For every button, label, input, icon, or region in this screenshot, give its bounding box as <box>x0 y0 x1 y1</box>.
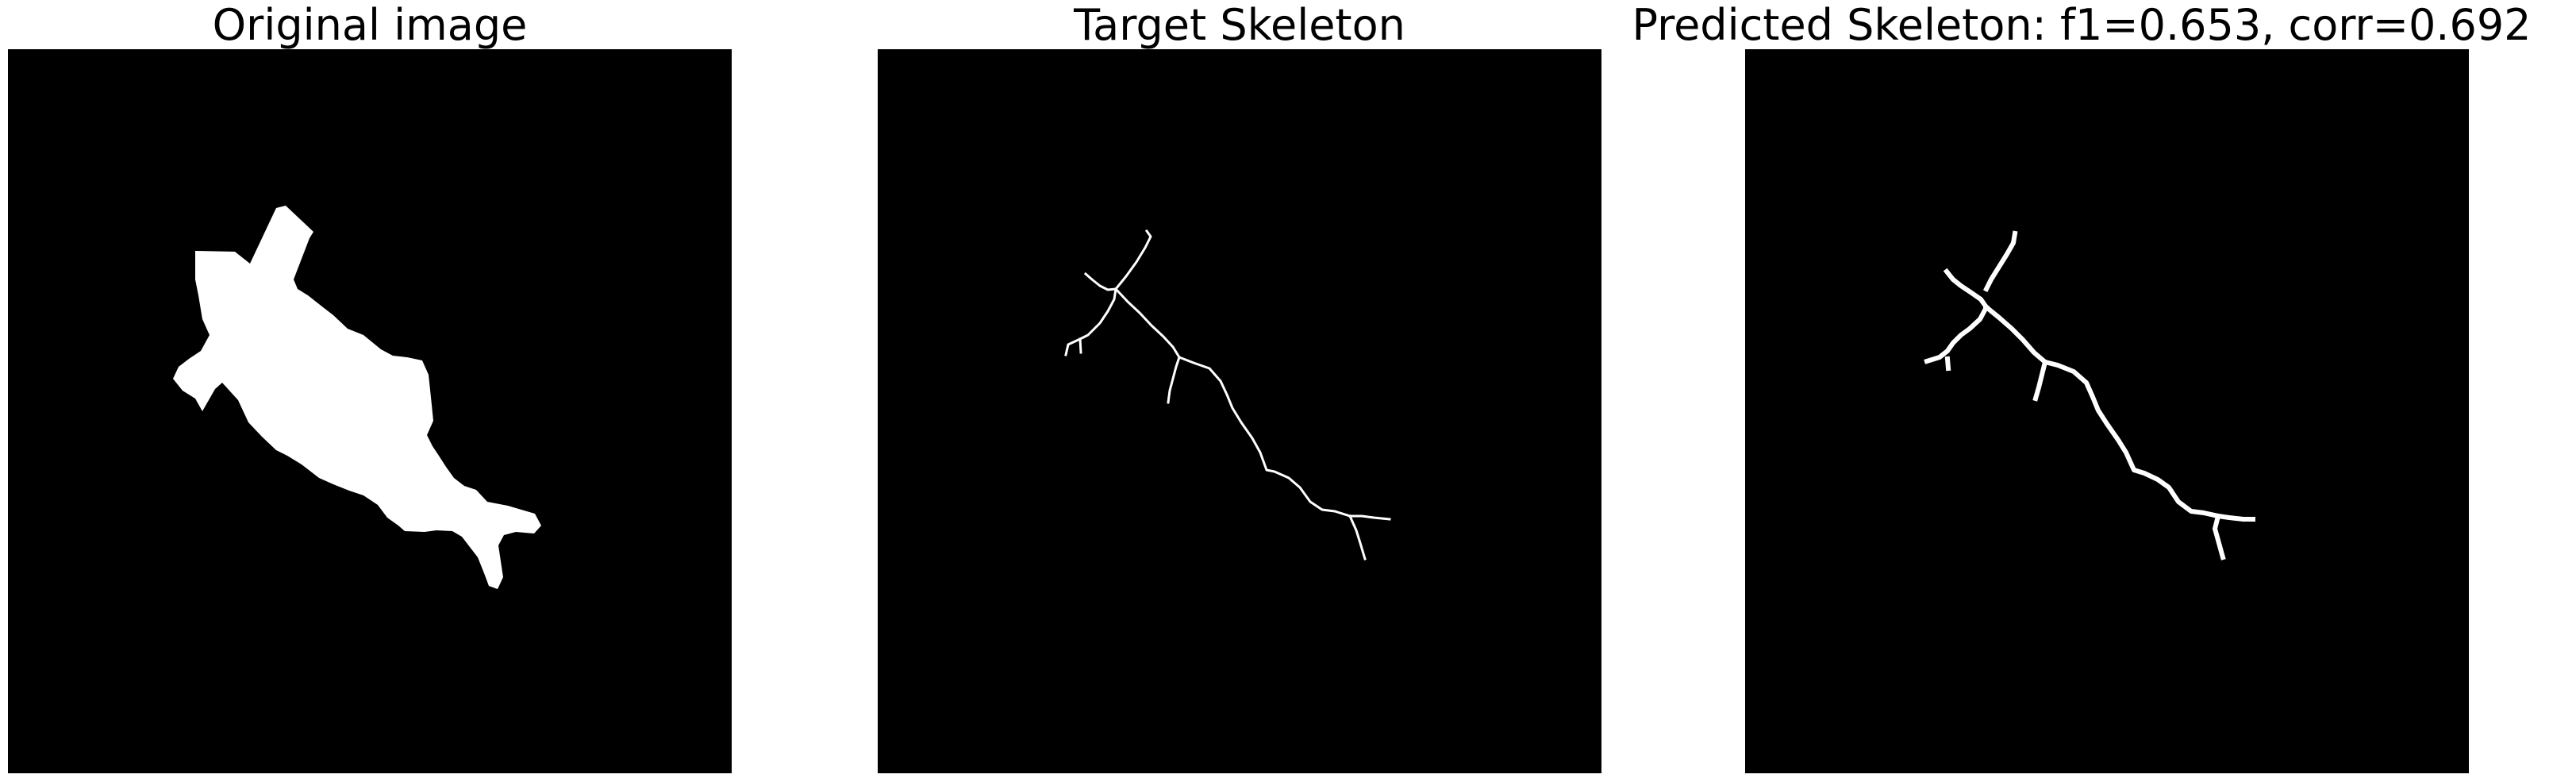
original-image-title: Original image <box>212 0 528 50</box>
predicted-top-branch <box>1982 230 2018 293</box>
target-lower-branch <box>1348 514 1367 560</box>
predicted-skeleton-figure <box>1924 230 2255 560</box>
target-left-stub <box>1078 337 1082 354</box>
predicted-skeleton-panel <box>1745 49 2469 773</box>
target-skeleton-title: Target Skeleton <box>1074 0 1405 50</box>
original-shape <box>173 206 541 589</box>
predicted-main-trunk <box>1982 303 2221 519</box>
target-skeleton-figure <box>1064 229 1391 560</box>
predicted-left-branch <box>1924 303 1990 364</box>
target-skeleton-panel <box>878 49 1601 773</box>
predicted-lower-right-branch <box>2215 513 2255 522</box>
predicted-middle-branch <box>2032 359 2048 402</box>
target-main-trunk <box>1113 287 1351 518</box>
predicted-skeleton-title: Predicted Skeleton: f1=0.653, corr=0.692 <box>1632 0 2532 50</box>
predicted-upper-left-branch <box>1943 268 1990 311</box>
target-lower-right-branch <box>1348 514 1391 521</box>
target-left-branch <box>1064 287 1117 356</box>
predicted-lower-branch <box>2213 513 2226 560</box>
target-top-branch <box>1113 229 1152 291</box>
target-middle-branch <box>1167 356 1181 404</box>
original-image-figure <box>173 206 541 589</box>
predicted-left-stub <box>1944 356 1951 372</box>
target-upper-left-branch <box>1083 272 1117 291</box>
original-image-panel <box>8 49 732 773</box>
